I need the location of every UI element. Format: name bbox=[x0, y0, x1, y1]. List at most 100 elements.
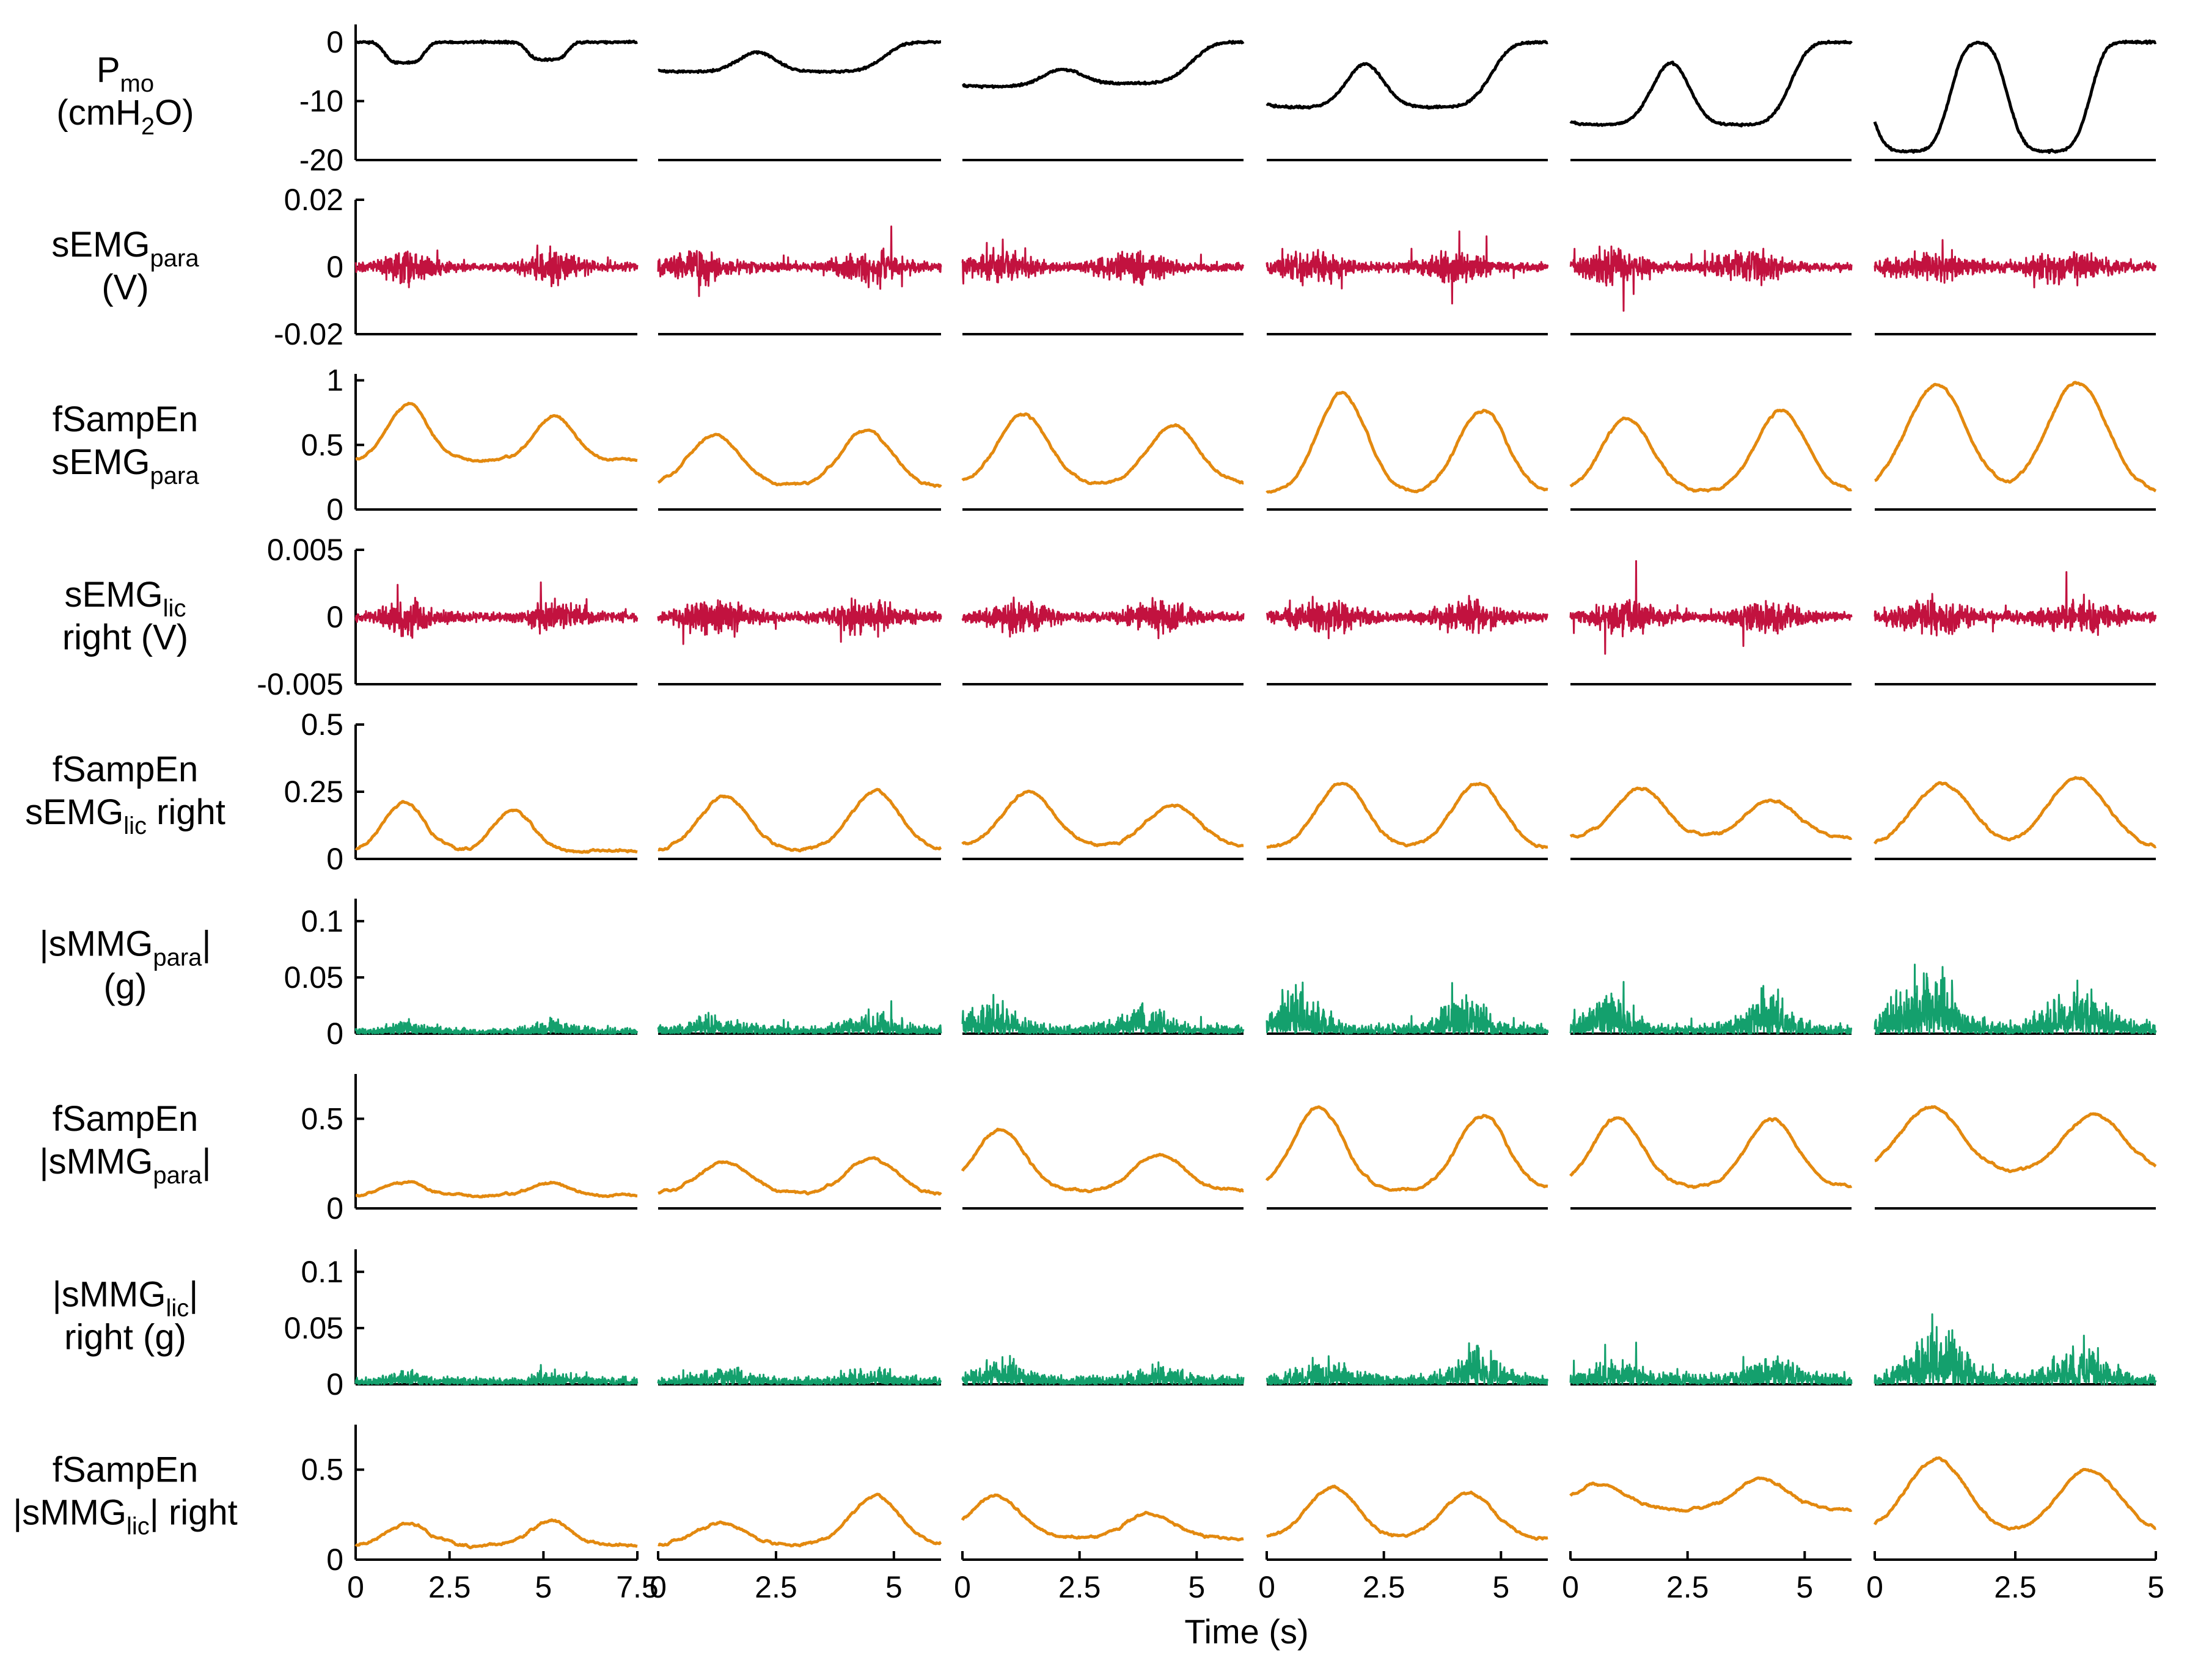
row-fsampen_smmg_para: 00.5 bbox=[301, 1074, 2157, 1225]
series-line bbox=[658, 1156, 942, 1196]
panel-pmo-6 bbox=[1873, 39, 2157, 161]
y-tick-label: 0.1 bbox=[301, 904, 343, 938]
panel-semg_para-2 bbox=[657, 225, 942, 335]
row-label-line: fSampEn bbox=[53, 750, 199, 789]
row-label-line: sEMGpara bbox=[51, 442, 199, 489]
series-line bbox=[657, 1000, 942, 1035]
row-fsampen_semg_lic: 0 0.25 0.5 bbox=[284, 707, 2157, 876]
panel-fsampen_semg_lic-4 bbox=[1266, 781, 1549, 860]
x-ticks-column-6: 0 2.5 5 bbox=[1866, 1551, 2164, 1604]
panel-fsampen_semg_lic-6 bbox=[1873, 776, 2157, 860]
panel-smmg_para-3 bbox=[961, 993, 1245, 1035]
panel-fsampen_smmg_para-6 bbox=[1874, 1105, 2157, 1210]
y-tick-label: 1 bbox=[326, 363, 343, 398]
x-ticks-column-4: 0 2.5 5 bbox=[1258, 1551, 1509, 1604]
panel-fsampen_semg_para-6 bbox=[1874, 381, 2157, 511]
panel-semg_lic-6 bbox=[1874, 571, 2157, 685]
series-line bbox=[1873, 776, 2157, 849]
x-tick-label: 0 bbox=[650, 1570, 667, 1604]
panel-smmg_lic-4 bbox=[1266, 1342, 1549, 1386]
row-label-line: |sMMGpara| bbox=[40, 924, 211, 971]
row-label-line: (V) bbox=[101, 268, 148, 307]
series-line bbox=[1569, 786, 1853, 840]
x-ticks-column-5: 0 2.5 5 bbox=[1562, 1551, 1813, 1604]
row-label-semg_para: sEMGpara(V) bbox=[51, 225, 199, 307]
series-line bbox=[658, 1492, 942, 1547]
y-tick-label: 0.5 bbox=[301, 707, 343, 742]
series-line bbox=[1874, 1313, 2157, 1386]
series-line bbox=[1569, 981, 1853, 1035]
series-line bbox=[354, 1180, 639, 1199]
y-tick-label: 0 bbox=[326, 492, 343, 527]
panel-fsampen_semg_lic-3 bbox=[961, 789, 1245, 860]
panel-fsampen_smmg_para-4 bbox=[1265, 1105, 1549, 1210]
x-tick-label: 5 bbox=[1796, 1570, 1813, 1604]
panel-pmo-1: -20 -10 0 bbox=[299, 24, 639, 177]
series-line bbox=[1569, 560, 1853, 655]
row-labels: Pmo(cmH2O)sEMGpara(V)fSampEnsEMGparasEMG… bbox=[13, 50, 238, 1540]
x-tick-label: 0 bbox=[1866, 1570, 1883, 1604]
x-tick-label: 0 bbox=[1258, 1570, 1275, 1604]
series-line bbox=[354, 1364, 639, 1386]
y-tick-label: 0.25 bbox=[284, 775, 343, 809]
y-tick-label: 0 bbox=[326, 1367, 343, 1401]
panel-smmg_lic-5 bbox=[1569, 1342, 1853, 1386]
x-tick-labels: 0 2.5 5 7.50 2.5 5 0 2.5 5 0 2.5 5 0 2.5 5 0 2.5 5 bbox=[347, 1551, 2164, 1604]
panel-semg_para-3 bbox=[961, 238, 1245, 335]
panel-semg_para-6 bbox=[1874, 239, 2157, 335]
series-line bbox=[1569, 409, 1853, 493]
series-line bbox=[961, 789, 1245, 848]
panel-pmo-3 bbox=[961, 40, 1245, 161]
series-line bbox=[657, 597, 942, 645]
panel-fsampen_semg_lic-1: 0 0.25 0.5 bbox=[284, 707, 639, 876]
row-label-line: Pmo bbox=[97, 50, 154, 97]
series-line bbox=[1266, 40, 1549, 110]
series-line bbox=[658, 40, 942, 75]
row-label-line: |sMMGlic| right bbox=[13, 1493, 238, 1540]
series-line bbox=[354, 800, 639, 854]
panel-semg_lic-4 bbox=[1266, 594, 1548, 685]
panel-smmg_para-6 bbox=[1874, 963, 2157, 1035]
series-line bbox=[1874, 239, 2157, 288]
x-ticks-column-3: 0 2.5 5 bbox=[954, 1551, 1205, 1604]
panel-fsampen_smmg_para-1: 00.5 bbox=[301, 1074, 639, 1225]
panel-semg_para-4 bbox=[1266, 230, 1549, 335]
x-tick-label: 2.5 bbox=[428, 1570, 471, 1604]
y-tick-label: 0 bbox=[326, 600, 343, 634]
panel-fsampen_semg_lic-2 bbox=[658, 787, 942, 860]
y-tick-label: -0.02 bbox=[274, 317, 343, 351]
row-semg_para: -0.02 0 0.02 bbox=[274, 183, 2157, 351]
series-line bbox=[961, 596, 1245, 640]
series-line bbox=[354, 581, 639, 639]
y-tick-label: 0 bbox=[326, 1017, 343, 1051]
row-label-line: fSampEn bbox=[53, 1099, 199, 1139]
series-line bbox=[1874, 381, 2157, 492]
x-tick-label: 5 bbox=[2147, 1570, 2164, 1604]
x-ticks-column-1: 0 2.5 5 7.5 bbox=[347, 1551, 659, 1604]
panel-fsampen_smmg_lic-3 bbox=[961, 1493, 1245, 1561]
row-label-smmg_lic: |sMMGlic|right (g) bbox=[53, 1275, 199, 1357]
series-line bbox=[1874, 571, 2157, 637]
series-line bbox=[354, 401, 639, 463]
panel-smmg_lic-3 bbox=[961, 1354, 1245, 1386]
panel-fsampen_semg_para-4 bbox=[1266, 390, 1549, 511]
x-tick-label: 2.5 bbox=[1363, 1570, 1405, 1604]
y-tick-label: 0.5 bbox=[301, 428, 343, 462]
row-label-line: (g) bbox=[104, 967, 147, 1007]
series-line bbox=[1266, 781, 1549, 849]
series-line bbox=[1266, 230, 1549, 305]
series-line bbox=[1873, 1456, 2157, 1531]
row-label-line: right (V) bbox=[62, 618, 188, 657]
panel-pmo-2 bbox=[658, 40, 942, 161]
y-tick-label: -10 bbox=[299, 84, 343, 118]
row-label-fsampen_smmg_para: fSampEn|sMMGpara| bbox=[40, 1099, 211, 1189]
series-line bbox=[1569, 1342, 1853, 1386]
y-tick-label: 0 bbox=[326, 842, 343, 876]
series-line bbox=[354, 1518, 639, 1550]
panel-fsampen_smmg_para-2 bbox=[658, 1156, 942, 1210]
panel-fsampen_semg_para-2 bbox=[657, 428, 942, 511]
x-tick-label: 5 bbox=[1492, 1570, 1509, 1604]
panel-fsampen_smmg_para-5 bbox=[1569, 1116, 1853, 1210]
